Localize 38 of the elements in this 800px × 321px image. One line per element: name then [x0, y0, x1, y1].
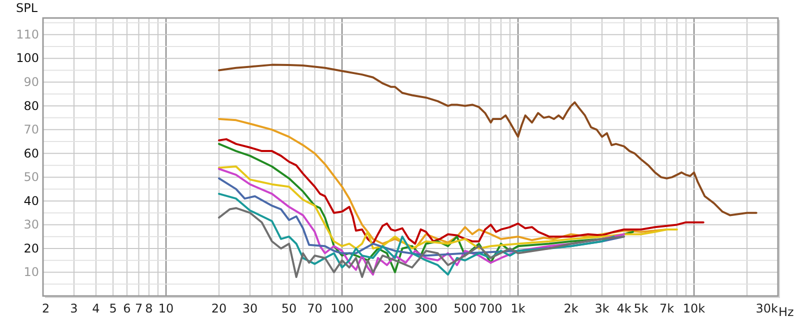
x-tick-label: 50: [281, 302, 297, 316]
y-tick-label: 80: [24, 98, 39, 113]
y-axis-title: SPL: [16, 1, 38, 15]
x-tick-label: 3k: [594, 302, 610, 316]
x-tick-label: 300: [414, 302, 438, 316]
y-tick-label: 70: [24, 122, 39, 137]
y-tick-label: 100: [16, 51, 39, 66]
x-tick-label: 10k: [682, 302, 706, 316]
x-tick-label: 20: [211, 302, 227, 316]
y-tick-label: 40: [24, 194, 39, 208]
x-tick-label: 7: [134, 302, 143, 316]
x-tick-label: 200: [384, 302, 406, 316]
x-tick-label: 1k: [510, 302, 526, 316]
y-tick-label: 90: [24, 74, 39, 89]
x-tick-label: 10: [158, 302, 174, 316]
x-tick-label: 3: [70, 302, 78, 316]
y-tick-label: 60: [24, 146, 39, 160]
x-tick-label: 2: [42, 302, 50, 316]
y-tick-label: 50: [24, 170, 39, 184]
x-tick-label: 500: [454, 302, 476, 316]
y-tick-label: 10: [24, 265, 39, 280]
x-tick-label: 100: [330, 302, 354, 316]
x-axis-title: Hz: [778, 305, 794, 319]
x-tick-label: 4k: [616, 302, 632, 316]
x-tick-label: 5k: [634, 302, 648, 316]
x-tick-label: 700: [479, 302, 502, 316]
x-tick-label: 4: [92, 302, 100, 316]
x-tick-label: 8: [145, 302, 153, 316]
y-tick-label: 110: [16, 27, 39, 42]
x-tick-label: 2k: [564, 302, 578, 316]
x-tick-label: 70: [307, 302, 322, 316]
y-tick-label: 20: [24, 241, 39, 256]
x-tick-label: 7k: [659, 302, 674, 316]
x-tick-label: 30k: [756, 302, 778, 316]
x-tick-label: 30: [242, 302, 258, 316]
x-tick-label: 5: [109, 302, 117, 316]
x-tick-label: 6: [123, 302, 131, 316]
y-tick-label: 30: [24, 218, 39, 232]
